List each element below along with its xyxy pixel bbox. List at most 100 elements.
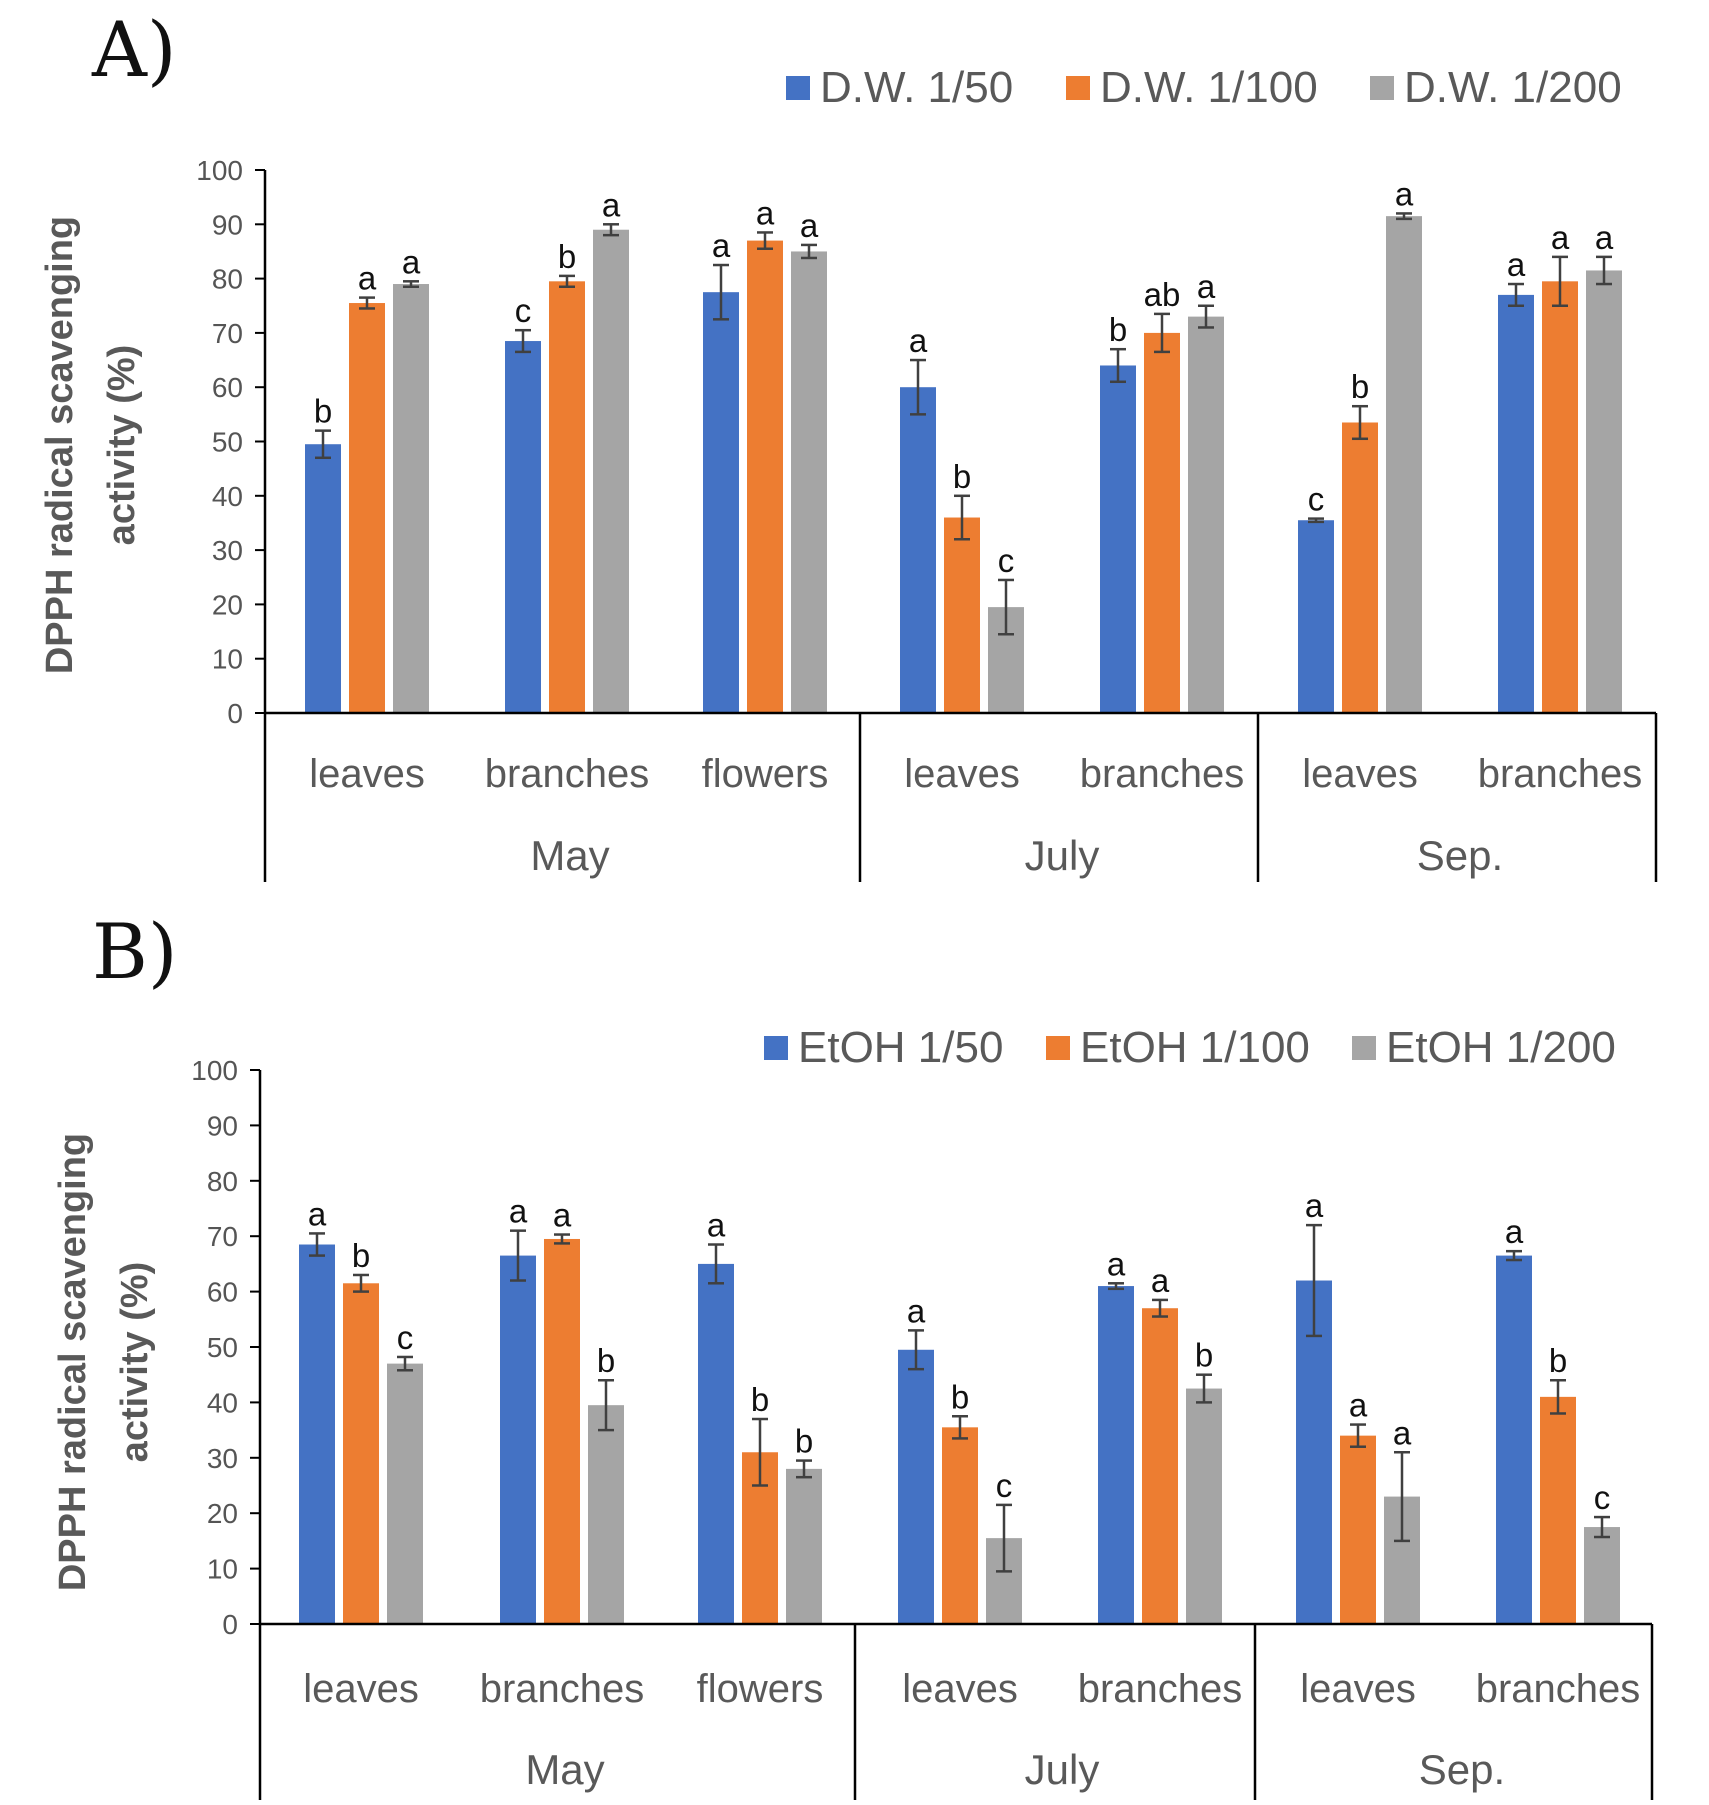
- legend-label-etoh-1-50: EtOH 1/50: [798, 1023, 1003, 1072]
- bar: [299, 1244, 335, 1624]
- bar: [942, 1427, 978, 1624]
- legend-swatch-etoh-1-200: [1352, 1036, 1376, 1060]
- significance-letter: b: [1109, 311, 1127, 348]
- significance-letter: a: [1305, 1187, 1324, 1224]
- bar: [1386, 216, 1422, 713]
- significance-letter: a: [308, 1195, 327, 1232]
- panel-b-label: B): [92, 907, 178, 996]
- panel-b-group-labels: May July Sep.: [525, 1746, 1505, 1793]
- group-label-may: May: [530, 832, 609, 879]
- bar: [1144, 332, 1180, 713]
- panel-a-label: A): [91, 5, 177, 94]
- y-tick-label: 50: [212, 427, 243, 458]
- group-label-july: July: [1025, 1746, 1100, 1793]
- category-label: branches: [480, 1667, 645, 1711]
- significance-letter: c: [998, 542, 1015, 579]
- y-tick-label: 60: [212, 372, 243, 403]
- bar: [944, 517, 980, 713]
- category-label: leaves: [303, 1667, 419, 1711]
- bar: [1496, 1255, 1532, 1624]
- panel-a-chart: A) D.W. 1/50 D.W. 1/100 D.W. 1/200 DPPH …: [39, 5, 1658, 882]
- panel-a-y-axis-title: DPPH radical scavenging activity (%): [39, 216, 143, 674]
- y-tick-label: 0: [222, 1609, 238, 1640]
- significance-letter: a: [1349, 1387, 1368, 1424]
- y-tick-label: 40: [212, 481, 243, 512]
- bar: [544, 1238, 580, 1624]
- bar: [588, 1405, 624, 1624]
- significance-letter: a: [602, 186, 621, 223]
- significance-letter: a: [1507, 246, 1526, 283]
- legend-swatch-dw-1-200: [1370, 76, 1394, 100]
- y-tick-label: 80: [207, 1166, 238, 1197]
- significance-letter: b: [314, 393, 332, 430]
- category-label: leaves: [904, 752, 1020, 796]
- significance-letter: a: [800, 207, 819, 244]
- bar: [505, 341, 541, 713]
- legend-swatch-etoh-1-50: [764, 1036, 788, 1060]
- bar: [1540, 1396, 1576, 1624]
- significance-letter: a: [1151, 1262, 1170, 1299]
- bar: [1584, 1527, 1620, 1624]
- y-tick-label: 50: [207, 1332, 238, 1363]
- significance-letter: b: [1351, 368, 1369, 405]
- significance-letter: c: [1594, 1479, 1611, 1516]
- bar: [747, 240, 783, 713]
- category-label: branches: [485, 752, 650, 796]
- y-tick-label: 70: [207, 1221, 238, 1252]
- y-tick-label: 60: [207, 1277, 238, 1308]
- category-label: leaves: [309, 752, 425, 796]
- group-label-may: May: [525, 1746, 604, 1793]
- significance-letter: a: [553, 1197, 572, 1234]
- significance-letter: b: [1549, 1342, 1567, 1379]
- significance-letter: c: [996, 1467, 1013, 1504]
- legend-label-etoh-1-200: EtOH 1/200: [1386, 1023, 1616, 1072]
- group-label-sep: Sep.: [1419, 1746, 1505, 1793]
- significance-letter: c: [397, 1319, 414, 1356]
- bar: [900, 387, 936, 713]
- bar: [1498, 294, 1534, 713]
- panel-a-category-labels: leaves branches flowers leaves branches …: [309, 752, 1642, 796]
- panel-b-y-axis-title: DPPH radical scavenging activity (%): [52, 1133, 156, 1591]
- significance-letter: b: [953, 458, 971, 495]
- legend-swatch-dw-1-50: [786, 76, 810, 100]
- significance-letter: c: [1308, 481, 1325, 518]
- bar: [698, 1263, 734, 1624]
- legend-label-etoh-1-100: EtOH 1/100: [1080, 1023, 1310, 1072]
- legend-label-dw-1-100: D.W. 1/100: [1100, 63, 1318, 112]
- category-label: branches: [1080, 752, 1245, 796]
- significance-letter: a: [509, 1193, 528, 1230]
- bar: [1298, 520, 1334, 713]
- category-label: branches: [1478, 752, 1643, 796]
- significance-letter: a: [358, 260, 377, 297]
- y-tick-label: 90: [207, 1110, 238, 1141]
- bar: [305, 444, 341, 713]
- y-tick-label: 30: [207, 1443, 238, 1474]
- significance-letter: b: [951, 1378, 969, 1415]
- y-tick-label: 80: [212, 264, 243, 295]
- bar: [1142, 1308, 1178, 1624]
- bar: [593, 229, 629, 714]
- bar: [703, 292, 739, 713]
- bar: [791, 251, 827, 713]
- significance-letter: a: [909, 322, 928, 359]
- panel-a-legend: D.W. 1/50 D.W. 1/100 D.W. 1/200: [786, 63, 1622, 112]
- panel-b-legend: EtOH 1/50 EtOH 1/100 EtOH 1/200: [764, 1023, 1616, 1072]
- y-tick-label: 90: [212, 209, 243, 240]
- significance-letter: b: [558, 238, 576, 275]
- category-label: flowers: [702, 752, 829, 796]
- y-tick-label: 0: [227, 698, 243, 729]
- bar: [1340, 1435, 1376, 1624]
- legend-label-dw-1-200: D.W. 1/200: [1404, 63, 1622, 112]
- significance-letter: c: [515, 292, 532, 329]
- y-axis-title-line2: activity (%): [114, 1262, 156, 1463]
- y-tick-label: 10: [212, 644, 243, 675]
- bar: [1186, 1388, 1222, 1624]
- significance-letter: a: [1107, 1245, 1126, 1282]
- significance-letter: a: [707, 1207, 726, 1244]
- category-label: leaves: [902, 1667, 1018, 1711]
- significance-letter: a: [402, 243, 421, 280]
- y-axis-title-line2: activity (%): [101, 345, 143, 546]
- bar: [343, 1283, 379, 1624]
- significance-letter: a: [756, 194, 775, 231]
- significance-letter: b: [352, 1237, 370, 1274]
